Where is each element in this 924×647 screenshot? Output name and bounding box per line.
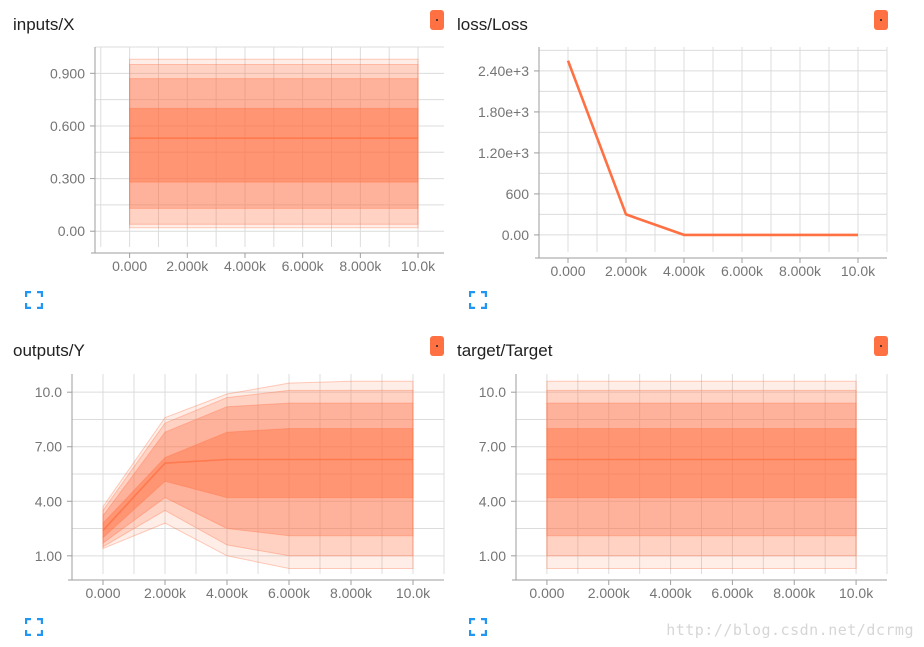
y-axis: 0.00 0.300 0.600 0.900 (50, 65, 95, 239)
y-tick-label: 10.0 (479, 384, 506, 400)
y-tick-label: 4.00 (479, 493, 506, 509)
chart-title: target/Target (457, 341, 553, 360)
distribution-band (102, 389, 414, 557)
y-tick-label: 10.0 (35, 384, 62, 400)
x-tick-label: 8.000k (339, 258, 382, 274)
x-tick-label: 10.0k (401, 258, 436, 274)
x-tick-label: 0.000 (529, 585, 564, 601)
x-tick-label: 8.000k (773, 585, 816, 601)
x-axis: 0.000 2.000k 4.000k 6.000k 8.000k 10.0k (85, 580, 431, 601)
grid (515, 374, 888, 574)
y-axis: 1.00 4.00 7.00 10.0 (479, 384, 516, 564)
distribution-band (129, 78, 419, 209)
x-tick-label: 4.000k (650, 585, 693, 601)
x-tick-label: 6.000k (711, 585, 754, 601)
x-tick-label: 6.000k (282, 258, 325, 274)
x-tick-label: 10.0k (841, 263, 876, 279)
expand-icon[interactable] (25, 618, 43, 636)
x-tick-label: 0.000 (85, 585, 120, 601)
y-tick-label: 7.00 (479, 439, 506, 455)
distribution-band (546, 402, 857, 537)
x-axis: 0.000 2.000k 4.000k 6.000k 8.000k 10.0k (550, 258, 876, 279)
x-tick-label: 10.0k (396, 585, 431, 601)
chart-plot-outputs: 0.000 2.000k 4.000k 6.000k 8.000k 10.0k 1.00 4.… (35, 374, 445, 601)
x-tick-label: 4.000k (663, 263, 706, 279)
chart-title: inputs/X (13, 15, 75, 34)
grid (538, 47, 888, 252)
watermark: http://blog.csdn.net/dcrmg (666, 621, 914, 639)
distribution-band (129, 64, 419, 225)
chart-card-loss: loss/Loss 0.000 2.000k 4.000k 6.000k 8.000k 1… (444, 0, 892, 318)
distribution-band (102, 380, 414, 569)
distribution-band (129, 107, 419, 183)
x-axis: 0.000 2.000k 4.000k 6.000k 8.000k 10.0k (112, 253, 436, 274)
y-tick-label: 1.20e+3 (478, 145, 529, 161)
y-tick-label: 0.600 (50, 118, 85, 134)
x-tick-label: 2.000k (605, 263, 648, 279)
x-tick-label: 0.000 (550, 263, 585, 279)
chart-card-outputs: outputs/Y 0.000 2.000k 4.000k 6.000k 8.000k 1… (0, 326, 448, 644)
y-axis: 0.00 600 1.20e+3 1.80e+3 2.40e+3 (478, 63, 539, 243)
y-tick-label: 1.80e+3 (478, 104, 529, 120)
x-tick-label: 0.000 (112, 258, 147, 274)
x-tick-label: 6.000k (721, 263, 764, 279)
y-tick-label: 7.00 (35, 439, 62, 455)
chart-card-inputs: inputs/X 0.000 2.000k 4.000k 6.000k 8.000k 10… (0, 0, 448, 318)
y-tick-label: 0.900 (50, 65, 85, 81)
y-tick-label: 4.00 (35, 493, 62, 509)
x-tick-label: 2.000k (144, 585, 187, 601)
distribution-band (129, 58, 419, 229)
expand-icon[interactable] (469, 291, 487, 309)
chart-card-target: target/Target 0.000 2.000k 4.000k 6.000k 8.0… (444, 326, 892, 644)
y-tick-label: 0.00 (58, 223, 85, 239)
x-tick-label: 6.000k (268, 585, 311, 601)
distribution-band (546, 428, 857, 499)
chart-plot-target: 0.000 2.000k 4.000k 6.000k 8.000k 10.0k 1.00 4.… (479, 374, 888, 601)
x-tick-label: 8.000k (330, 585, 373, 601)
grid (95, 46, 444, 247)
y-tick-label: 600 (506, 186, 530, 202)
y-tick-label: 0.00 (502, 227, 529, 243)
x-tick-label: 8.000k (779, 263, 822, 279)
run-color-tag[interactable] (874, 10, 888, 30)
chart-title: outputs/Y (13, 341, 85, 360)
grid (71, 374, 445, 574)
run-color-tag[interactable] (430, 10, 444, 30)
x-tick-label: 4.000k (206, 585, 249, 601)
expand-icon[interactable] (25, 291, 43, 309)
x-tick-label: 2.000k (588, 585, 631, 601)
y-tick-label: 1.00 (479, 548, 506, 564)
y-tick-label: 0.300 (50, 171, 85, 187)
y-tick-label: 2.40e+3 (478, 63, 529, 79)
run-color-tag[interactable] (430, 336, 444, 356)
y-axis: 1.00 4.00 7.00 10.0 (35, 384, 72, 564)
distribution-band (546, 389, 857, 557)
chart-plot-loss: 0.000 2.000k 4.000k 6.000k 8.000k 10.0k 0.00 60… (478, 47, 888, 279)
series-line (566, 60, 858, 237)
expand-icon[interactable] (469, 618, 487, 636)
x-axis: 0.000 2.000k 4.000k 6.000k 8.000k 10.0k (529, 580, 874, 601)
median-line (102, 458, 413, 531)
x-tick-label: 10.0k (839, 585, 874, 601)
x-tick-label: 2.000k (166, 258, 209, 274)
distribution-band (546, 380, 857, 569)
distribution-band (102, 428, 414, 539)
chart-plot-inputs: 0.000 2.000k 4.000k 6.000k 8.000k 10.0k0.000.… (50, 46, 444, 274)
chart-title: loss/Loss (457, 15, 528, 34)
run-color-tag[interactable] (874, 336, 888, 356)
y-tick-label: 1.00 (35, 548, 62, 564)
distribution-band (102, 402, 414, 545)
x-tick-label: 4.000k (224, 258, 267, 274)
